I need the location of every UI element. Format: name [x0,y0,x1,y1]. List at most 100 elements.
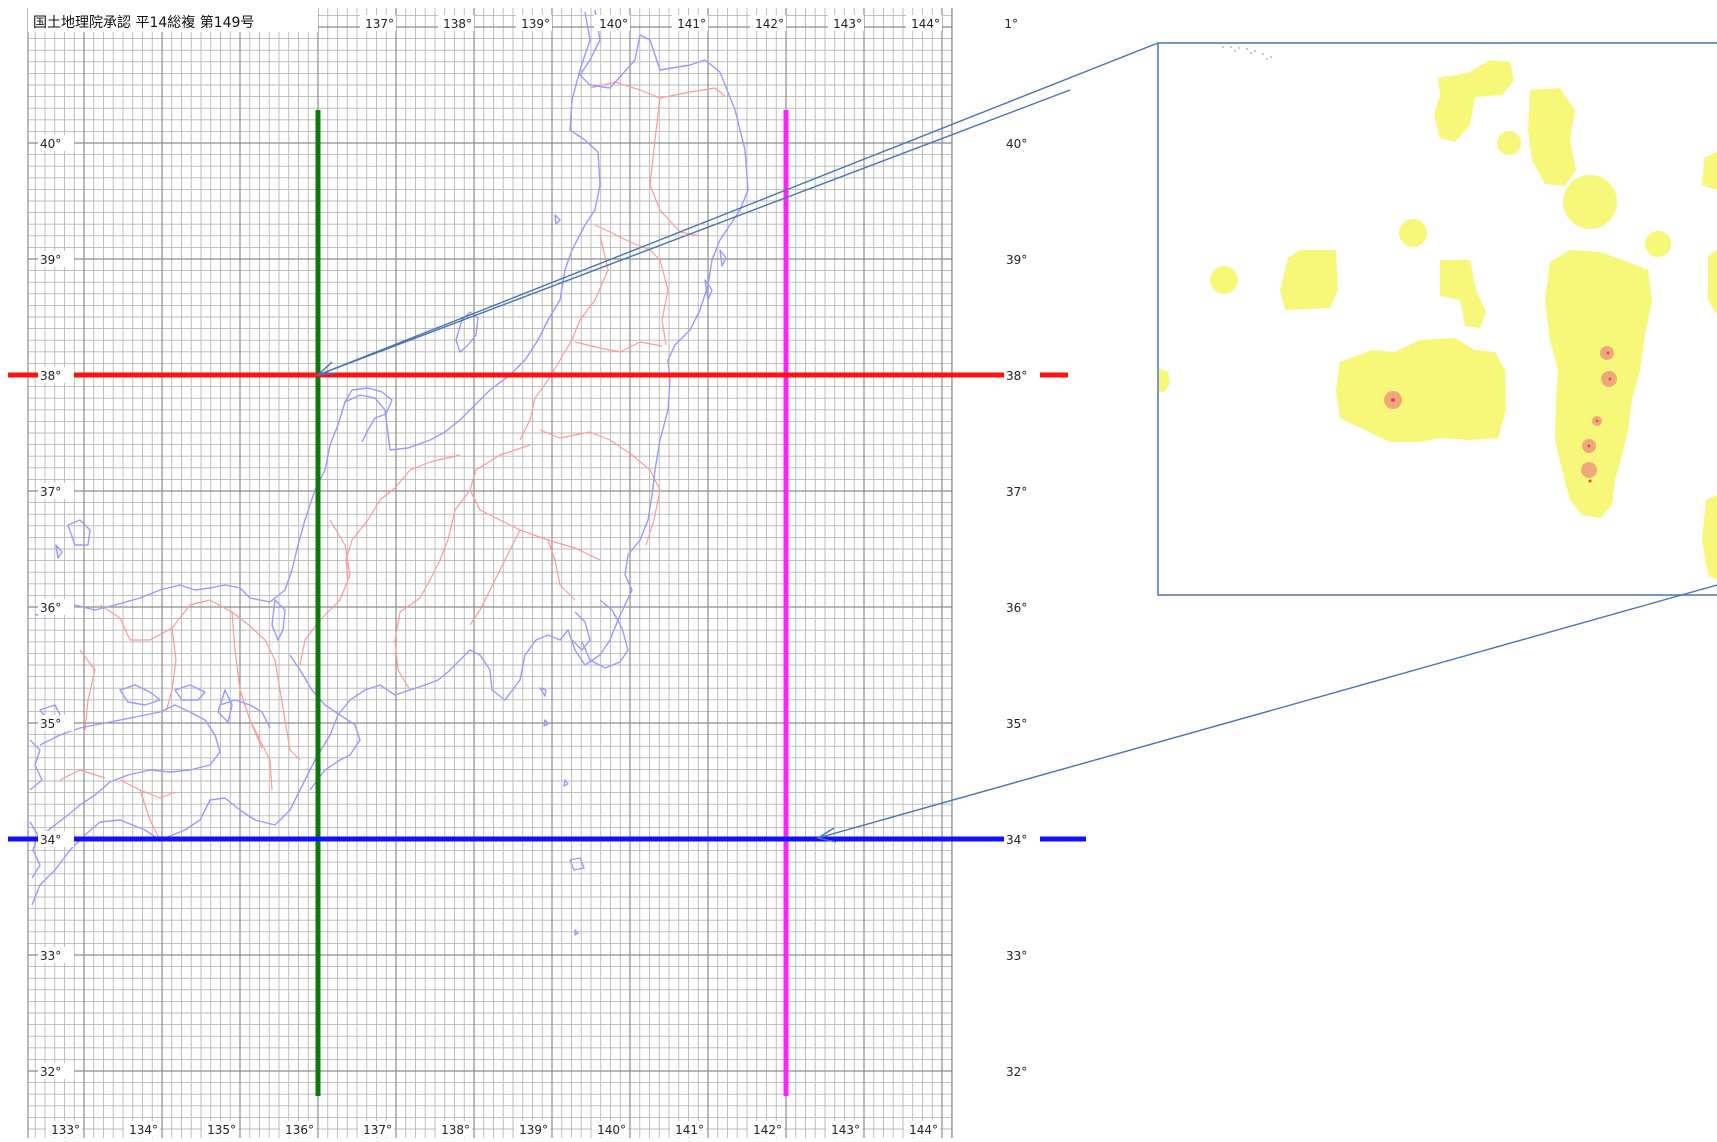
japan-sea-coast [34,11,601,616]
yellow-contour-blob-icon [1702,152,1717,190]
orange-peak-dot-icon [1581,462,1597,478]
top-longitude-label-bg [516,15,552,31]
bottom-longitude-label-bg [904,1121,940,1137]
bottom-longitude-label: 142° [753,1123,782,1137]
bottom-longitude-label-bg [202,1121,238,1137]
pointer-line-top-2 [317,89,1071,376]
top-longitude-label-bg [828,15,864,31]
left-latitude-label: 40° [40,137,61,151]
left-latitude-label-bg [38,135,74,151]
top-longitude-label: 142° [755,17,784,31]
map-credit: 国土地理院承認 平14総複 第149号 [33,14,254,31]
callout-pointers [315,42,1717,843]
left-latitude-label-bg [38,1063,74,1079]
left-latitude-label-bg [38,947,74,963]
top-longitude-label: 143° [833,17,862,31]
inset-stipple [1222,46,1272,60]
right-latitude-label: 36° [1006,601,1027,615]
left-latitude-label-bg [38,715,74,731]
left-latitude-label-bg [38,831,74,847]
tokyo-bay [571,611,591,651]
right-latitude-label: 38° [1006,369,1027,383]
yellow-contour-blob-icon [1159,368,1170,392]
left-latitude-label: 37° [40,485,61,499]
zoom-inset-panel [1157,42,1717,596]
left-latitude-label: 32° [40,1065,61,1079]
credit-background [28,8,318,32]
yellow-contour-blob-icon [1645,231,1671,257]
bottom-longitude-label-bg [358,1121,394,1137]
bottom-longitude-label-bg [670,1121,706,1137]
prefecture-borders [59,81,726,841]
left-latitude-label: 38° [40,369,61,383]
bottom-longitude-label-bg [826,1121,862,1137]
bottom-longitude-label: 135° [207,1123,236,1137]
yellow-contour-blob-icon [1440,260,1486,328]
right-latitude-label-bg [1004,251,1040,267]
right-latitude-label: 39° [1006,253,1027,267]
right-latitude-label-bg [1004,367,1040,383]
bottom-longitude-label: 136° [285,1123,314,1137]
bottom-longitude-label-bg [280,1121,316,1137]
awaji-coast [217,689,233,723]
japan-map-panel: 6°137°138°139°140°141°142°143°144°1°133°… [8,8,1086,1138]
left-latitude-label: 35° [40,717,61,731]
yellow-contour-blob-icon [1528,88,1576,186]
left-latitude-label: 33° [40,949,61,963]
right-latitude-label-bg [1004,831,1040,847]
bottom-longitude-label-bg [748,1121,784,1137]
top-longitude-label: 140° [599,17,628,31]
right-latitude-label-bg [1004,715,1040,731]
bottom-longitude-label: 144° [909,1123,938,1137]
bottom-longitude-label-bg [514,1121,550,1137]
bottom-longitude-label: 137° [363,1123,392,1137]
right-latitude-label-bg [1004,947,1040,963]
right-latitude-label: 34° [1006,833,1027,847]
map-background [28,8,952,1138]
kyushu-edge [29,739,43,879]
top-longitude-label: 141° [677,17,706,31]
top-longitude-label: 137° [365,17,394,31]
bottom-longitude-label: 139° [519,1123,548,1137]
bottom-longitude-label: 141° [675,1123,704,1137]
noto-coast [344,387,393,443]
bottom-longitude-label-bg [124,1121,160,1137]
top-longitude-label-bg [906,15,942,31]
left-latitude-label-bg [38,367,74,383]
yellow-contour-blob-icon [1708,250,1717,315]
top-longitude-label-bg [438,15,474,31]
contour-blobs [1159,60,1717,580]
bottom-longitude-label-bg [436,1121,472,1137]
biwa-lake [271,599,286,641]
bottom-longitude-label-bg [592,1121,628,1137]
pointer-arrowhead-top [315,361,337,376]
yellow-contour-blob-icon [1280,250,1338,310]
right-latitude-label: 40° [1006,137,1027,151]
top-longitude-label-bg [360,15,396,31]
top-longitude-label: 138° [443,17,472,31]
right-latitude-label-bg [1004,599,1040,615]
overlay-lines [8,110,1086,1096]
top-longitude-label-bg [672,15,708,31]
bottom-longitude-label: 140° [597,1123,626,1137]
yellow-contour-blob-icon [1336,338,1506,442]
oki-coast [55,519,91,559]
right-latitude-label: 37° [1006,485,1027,499]
shikoku-coast [39,704,221,836]
bottom-longitude-label: 143° [831,1123,860,1137]
contour-peak-centers [1391,351,1612,483]
right-latitude-label-bg [1004,135,1040,151]
yellow-contour-blob-icon [1210,266,1238,294]
bottom-longitude-label: 133° [51,1123,80,1137]
yellow-contour-blob-icon [1497,131,1521,155]
top-longitude-label-bg [984,15,1020,31]
pointer-line-bottom [817,584,1717,839]
left-latitude-label: 34° [40,833,61,847]
yellow-contour-blob-icon [1545,250,1652,518]
coastlines [29,9,749,936]
bottom-longitude-label: 138° [441,1123,470,1137]
top-longitude-label: 144° [911,17,940,31]
map-grid-minor [28,8,953,1138]
left-latitude-label: 36° [40,601,61,615]
